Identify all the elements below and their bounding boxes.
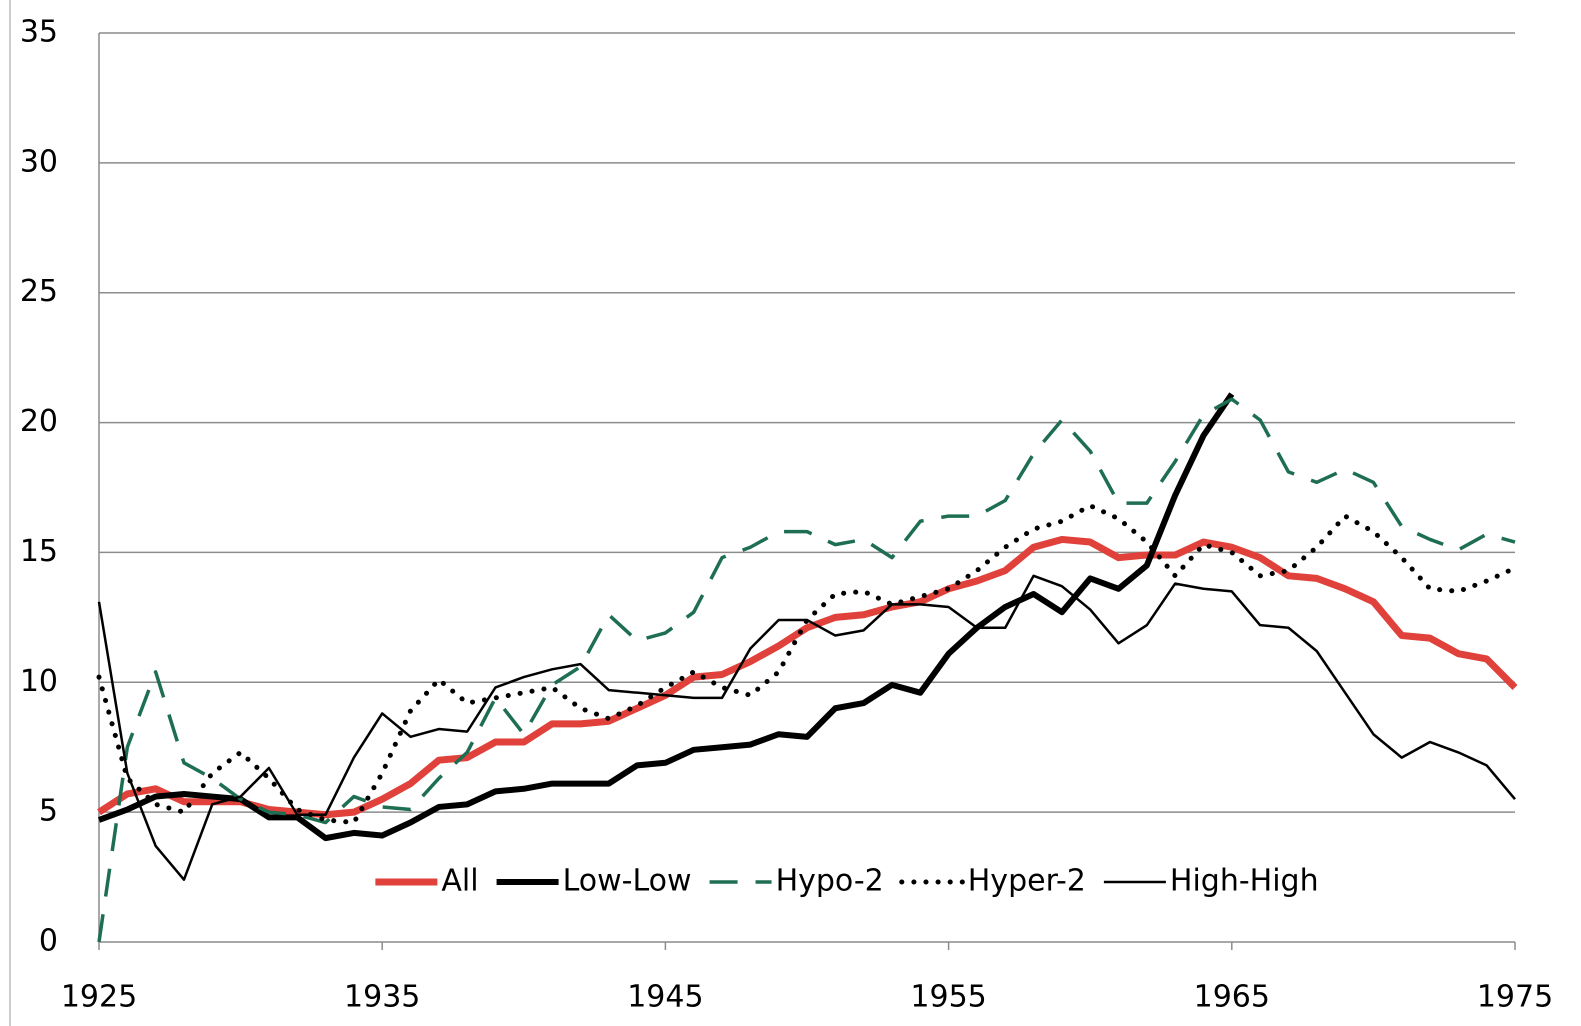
y-tick-label: 5 [39,794,58,829]
x-tick-label: 1965 [1194,980,1270,1015]
y-tick-label: 15 [20,534,58,569]
series-line [97,535,1518,819]
series-line [96,503,1518,826]
x-tick-label: 1935 [344,980,420,1015]
y-tick-label: 0 [39,924,58,959]
series-line [97,397,1516,943]
legend-label: High-High [1170,864,1319,899]
series-line [97,574,1516,881]
y-tick-label: 25 [20,274,58,309]
y-tick-label: 20 [20,404,58,439]
legend-label: Hyper-2 [968,864,1086,899]
series-line [97,392,1235,842]
x-tick-label: 1925 [61,980,137,1015]
legend-label: Low-Low [563,864,692,899]
x-tick-label: 1955 [910,980,986,1015]
x-tick-label: 1975 [1477,980,1553,1015]
legend-label: Hypo-2 [776,864,884,899]
y-tick-label: 10 [20,664,58,699]
x-tick-label: 1945 [627,980,703,1015]
legend-label: All [441,864,478,899]
y-tick-label: 30 [20,144,58,179]
y-tick-label: 35 [20,15,58,50]
